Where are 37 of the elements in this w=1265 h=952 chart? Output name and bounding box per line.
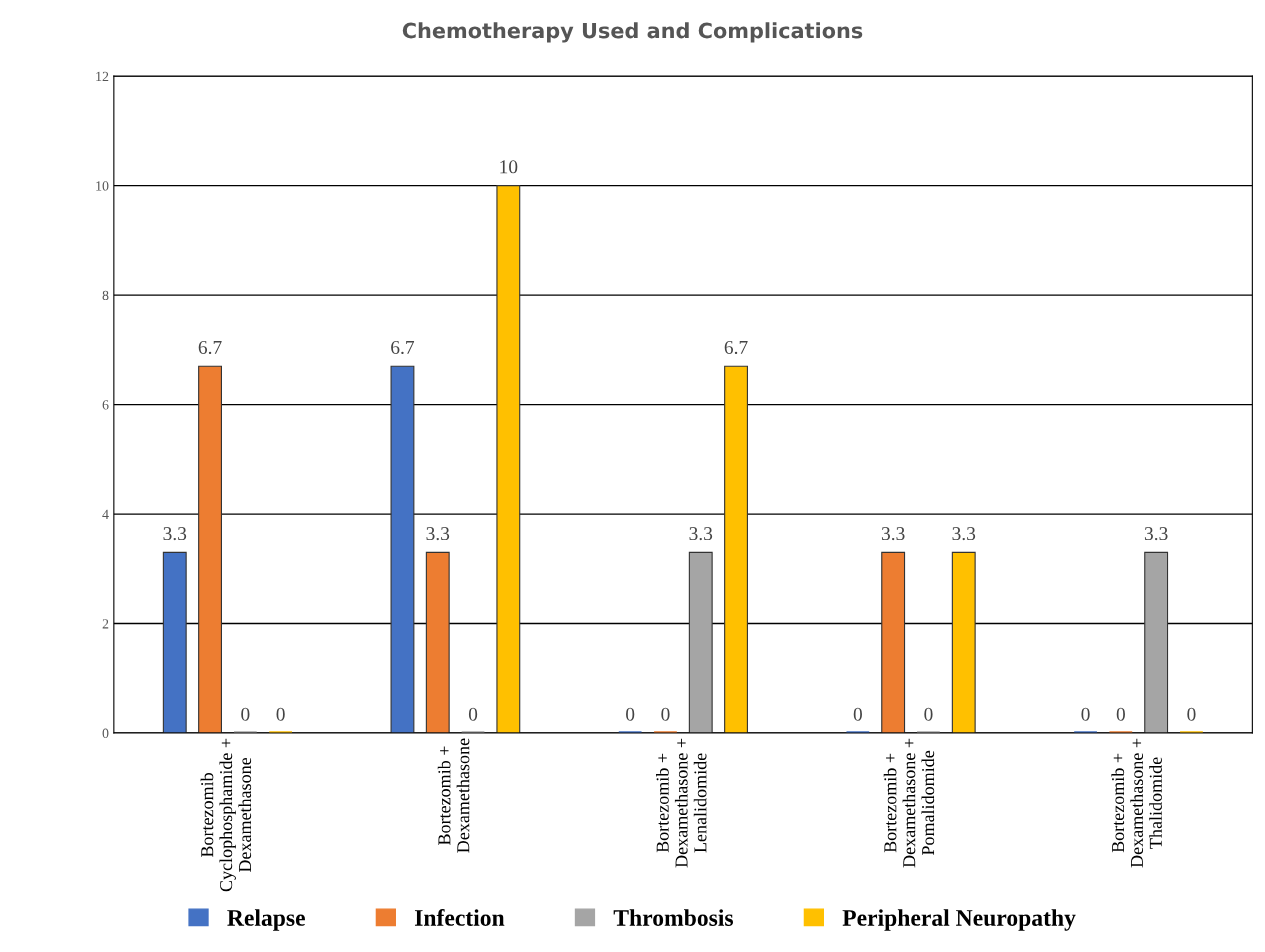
x-tick-label: Bortezomib + Dexamethasone + Thalidomide	[1111, 738, 1162, 868]
legend-label: Relapse	[227, 909, 305, 931]
y-tick-label: 10	[96, 181, 109, 191]
data-label: 0	[241, 707, 250, 721]
x-tick-label: Bortezomib + Dexamethasone + Lenalidomide	[656, 738, 707, 868]
data-label: 0	[1187, 707, 1196, 721]
legend-label: Infection	[414, 909, 505, 926]
data-label: 0	[468, 707, 478, 721]
data-label: 0	[1081, 707, 1090, 721]
data-label: 0	[853, 707, 862, 721]
y-tick-label: 6	[102, 400, 109, 410]
data-label: 6.7	[724, 340, 748, 355]
y-tick-label: 8	[102, 290, 109, 301]
data-label: 6.7	[391, 340, 415, 355]
data-label: 3.3	[881, 527, 905, 541]
data-label: 0	[924, 707, 933, 721]
legend-label: Peripheral Neuropathy	[842, 909, 1076, 931]
legend-label: Thrombosis	[613, 909, 734, 926]
data-label: 0	[1116, 707, 1125, 721]
y-tick-label: 12	[96, 71, 109, 81]
data-label: 3.3	[426, 527, 450, 541]
data-label: 0	[661, 707, 670, 721]
data-label: 3.3	[689, 527, 713, 541]
x-tick-label: Bortezomib + Dexamethasone + Pomalidomide	[883, 738, 935, 868]
data-label: 0	[276, 707, 285, 721]
y-tick-label: 0	[102, 728, 109, 738]
x-tick-label: Bortezomib + Dexamethasone	[437, 738, 470, 853]
chart-title: Chemotherapy Used and Complications	[402, 22, 863, 43]
data-label: 0	[626, 707, 635, 721]
data-label: 10	[500, 160, 518, 174]
y-tick-label: 2	[102, 619, 109, 629]
data-label: 3.3	[1144, 527, 1168, 541]
data-label: 3.3	[952, 527, 976, 541]
data-label: 3.3	[163, 527, 187, 541]
y-tick-label: 4	[102, 509, 109, 519]
data-label: 6.7	[198, 340, 222, 355]
x-tick-label: Bortezomib Cyclophosphamide + Dexamethasone	[200, 738, 252, 892]
